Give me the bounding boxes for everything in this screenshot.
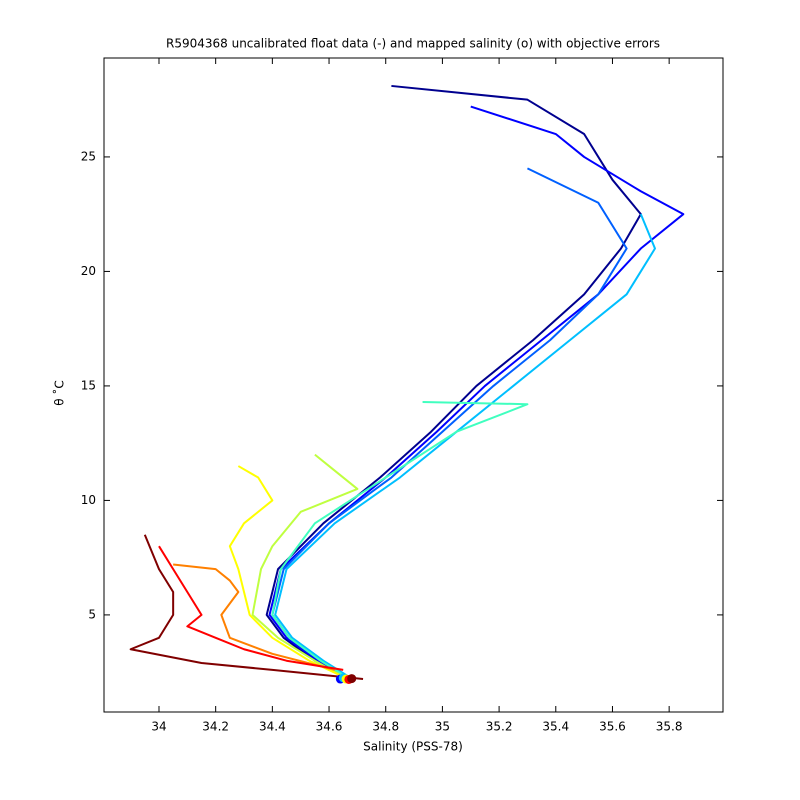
x-tick-label: 34.6: [316, 720, 343, 734]
profile-line: [228, 465, 344, 678]
mapped-salinity: [347, 674, 357, 684]
x-tick-label: 35.2: [486, 720, 513, 734]
x-tick-label: 34.4: [259, 720, 286, 734]
x-tick-label: 34: [151, 720, 166, 734]
y-axis-label: θ ˚C: [52, 380, 67, 406]
y-tick-label: 25: [81, 149, 96, 163]
x-tick-label: 34.2: [202, 720, 229, 734]
profile-line: [173, 563, 335, 671]
profile-line: [274, 213, 656, 678]
y-tick-label: 20: [81, 264, 96, 278]
profile-line: [271, 400, 529, 678]
profile-line: [265, 84, 642, 678]
profile-line: [158, 545, 344, 671]
profile-line: [251, 453, 359, 678]
x-tick-label: 34.8: [372, 720, 399, 734]
profile-line: [129, 534, 364, 681]
y-tick-label: 5: [88, 607, 96, 621]
x-tick-label: 35.8: [656, 720, 683, 734]
plot-frame: [103, 57, 724, 713]
x-tick-label: 35: [435, 720, 450, 734]
y-tick-label: 10: [81, 493, 96, 507]
profile-line: [268, 105, 685, 678]
chart-title: R5904368 uncalibrated float data (-) and…: [166, 37, 660, 51]
x-tick-label: 35.4: [542, 720, 569, 734]
y-tick-label: 15: [81, 378, 96, 392]
x-tick-label: 35.6: [599, 720, 626, 734]
x-axis-label: Salinity (PSS-78): [363, 740, 463, 754]
